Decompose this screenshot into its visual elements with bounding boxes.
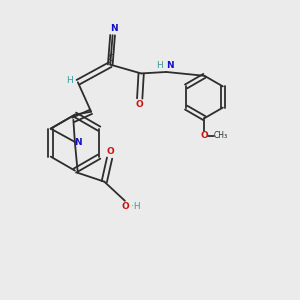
Text: C: C [107,54,113,63]
Text: N: N [166,61,173,70]
Text: N: N [110,24,118,33]
Text: O: O [106,147,114,156]
Text: N: N [75,138,82,147]
Text: H: H [156,61,163,70]
Text: O: O [135,100,143,109]
Text: CH₃: CH₃ [214,131,228,140]
Text: H: H [66,76,73,85]
Text: O: O [122,202,129,211]
Text: O: O [201,131,208,140]
Text: ·H: ·H [131,202,141,211]
